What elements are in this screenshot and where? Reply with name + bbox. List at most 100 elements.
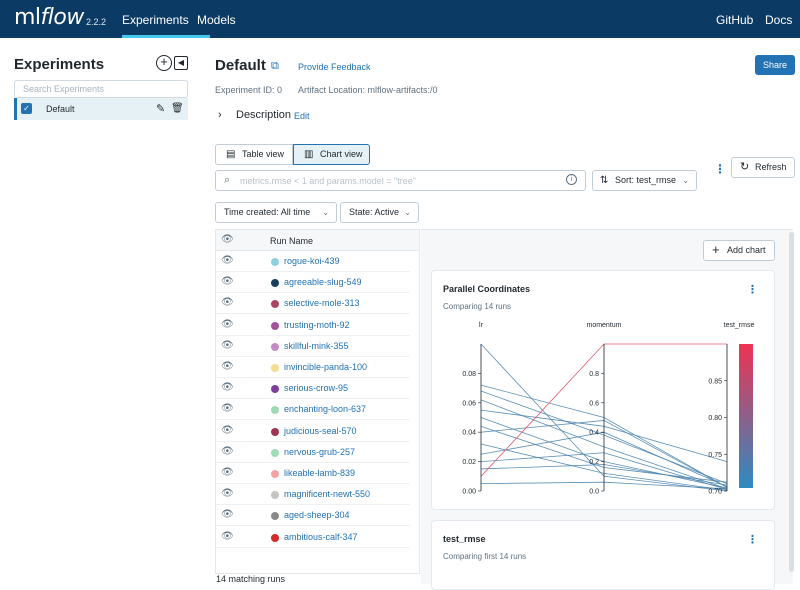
table-view-toggle[interactable]: ▤ Table view	[215, 144, 293, 165]
eye-icon[interactable]: 👁	[221, 297, 234, 309]
description-edit-link[interactable]: Edit	[294, 111, 310, 121]
charts-scrollbar[interactable]	[789, 232, 794, 572]
run-color-dot[interactable]	[271, 533, 279, 542]
run-search-input[interactable]: ⌕ metrics.rmse < 1 and params.model = "t…	[215, 170, 586, 191]
run-name-link[interactable]: ambitious-calf-347	[284, 531, 358, 542]
experiment-id: Experiment ID: 0	[215, 85, 283, 95]
eye-icon[interactable]: 👁	[221, 382, 234, 394]
run-color-dot[interactable]	[271, 512, 279, 521]
eye-icon[interactable]: 👁	[221, 445, 234, 457]
run-color-dot[interactable]	[271, 300, 279, 309]
run-color-dot[interactable]	[271, 385, 279, 394]
run-color-dot[interactable]	[271, 258, 279, 266]
nav-docs[interactable]: Docs	[765, 13, 793, 27]
eye-icon[interactable]: 👁	[221, 318, 234, 330]
mlflow-logo[interactable]: mlflow	[14, 5, 84, 30]
table-icon: ▤	[226, 149, 236, 160]
time-created-filter[interactable]: Time created: All time ⌄	[215, 202, 337, 223]
add-chart-button[interactable]: + Add chart	[703, 240, 775, 261]
run-color-dot[interactable]	[271, 364, 279, 372]
run-name-link[interactable]: invincible-panda-100	[284, 362, 368, 372]
pencil-icon[interactable]: ✎	[156, 103, 166, 115]
eye-icon[interactable]: 👁	[221, 530, 234, 542]
checkbox-icon[interactable]: ✓	[21, 103, 32, 114]
eye-icon[interactable]: 👁	[221, 403, 234, 415]
run-name-link[interactable]: skillful-mink-355	[284, 340, 349, 351]
axis-label: test_rmse	[724, 322, 755, 329]
run-color-dot[interactable]	[271, 406, 279, 415]
eye-icon[interactable]: 👁	[221, 424, 234, 436]
table-row[interactable]: 👁 trusting-moth-92	[216, 315, 410, 336]
table-row[interactable]: 👁 ambitious-calf-347	[216, 527, 410, 548]
run-name-link[interactable]: enchanting-loon-637	[284, 404, 367, 415]
more-options-icon[interactable]: ⋮	[714, 162, 726, 176]
eye-icon[interactable]: 👁	[221, 339, 234, 351]
run-color-dot[interactable]	[271, 470, 279, 478]
run-name-link[interactable]: serious-crow-95	[284, 383, 349, 394]
run-name-link[interactable]: magnificent-newt-550	[284, 489, 371, 500]
tick-label: 0.02	[462, 459, 476, 466]
sort-dropdown[interactable]: ⇅ Sort: test_rmse ⌄	[592, 170, 697, 191]
table-row[interactable]: 👁 serious-crow-95	[216, 378, 410, 400]
run-color-dot[interactable]	[271, 279, 279, 288]
run-color-dot[interactable]	[271, 321, 279, 330]
tick-label: 0.85	[708, 378, 722, 385]
tick-label: 0.6	[589, 400, 599, 407]
chart-menu-icon[interactable]: ⋮	[747, 534, 758, 546]
table-row[interactable]: 👁 rogue-koi-439	[216, 251, 410, 272]
eye-icon[interactable]: 👁	[221, 488, 234, 500]
run-name-link[interactable]: rogue-koi-439	[284, 256, 340, 266]
run-name-link[interactable]: trusting-moth-92	[284, 319, 350, 330]
description-toggle[interactable]: Description	[236, 109, 292, 121]
table-row[interactable]: 👁 selective-mole-313	[216, 293, 410, 315]
table-row[interactable]: 👁 skillful-mink-355	[216, 336, 410, 357]
nav-experiments[interactable]: Experiments	[122, 13, 189, 27]
eye-icon[interactable]: 👁	[221, 234, 234, 245]
eye-icon[interactable]: 👁	[221, 467, 234, 478]
eye-icon[interactable]: 👁	[221, 255, 234, 266]
run-name-link[interactable]: agreeable-slug-549	[284, 277, 362, 288]
table-row[interactable]: 👁 judicious-seal-570	[216, 421, 410, 442]
run-color-dot[interactable]	[271, 491, 279, 500]
plus-circle-icon[interactable]: +	[156, 55, 172, 71]
eye-icon[interactable]: 👁	[221, 276, 234, 288]
run-name-link[interactable]: judicious-seal-570	[284, 425, 357, 436]
run-color-dot[interactable]	[271, 448, 279, 457]
chart-title: test_rmse	[443, 534, 486, 544]
run-name-link[interactable]: nervous-grub-257	[284, 446, 356, 457]
sidebar-item-default[interactable]: ✓ Default ✎ 🗑	[14, 98, 188, 120]
top-navigation-bar: mlflow 2.2.2 Experiments Models GitHub D…	[0, 0, 800, 38]
table-row[interactable]: 👁 magnificent-newt-550	[216, 484, 410, 506]
chevron-down-icon: ⌄	[404, 208, 411, 217]
refresh-button[interactable]: ↻ Refresh	[731, 157, 795, 178]
share-button[interactable]: Share	[755, 55, 795, 75]
copy-icon[interactable]: ⧉	[271, 60, 279, 72]
chart-menu-icon[interactable]: ⋮	[747, 284, 758, 296]
table-row[interactable]: 👁 nervous-grub-257	[216, 442, 410, 463]
run-name-link[interactable]: likeable-lamb-839	[284, 468, 356, 478]
chevron-right-icon[interactable]: ›	[218, 109, 222, 121]
run-color-dot[interactable]	[271, 427, 279, 436]
collapse-left-icon[interactable]: ◀	[174, 56, 188, 70]
run-name-link[interactable]: selective-mole-313	[284, 298, 360, 309]
sidebar-item-label: Default	[46, 104, 75, 114]
column-header-run-name[interactable]: Run Name	[270, 236, 314, 246]
table-row[interactable]: 👁 enchanting-loon-637	[216, 399, 410, 421]
trash-icon[interactable]: 🗑	[171, 103, 184, 114]
nav-models[interactable]: Models	[197, 13, 236, 27]
chart-view-toggle[interactable]: ▥ Chart view	[293, 144, 370, 165]
run-name-link[interactable]: aged-sheep-304	[284, 510, 350, 521]
eye-icon[interactable]: 👁	[221, 361, 234, 372]
state-filter[interactable]: State: Active ⌄	[340, 202, 419, 223]
table-row[interactable]: 👁 invincible-panda-100	[216, 357, 410, 378]
info-icon[interactable]: i	[566, 174, 577, 185]
nav-github[interactable]: GitHub	[716, 13, 754, 27]
experiment-search-input[interactable]: Search Experiments	[14, 80, 188, 98]
run-color-dot[interactable]	[271, 342, 279, 351]
table-row[interactable]: 👁 agreeable-slug-549	[216, 272, 410, 294]
table-row[interactable]: 👁 aged-sheep-304	[216, 505, 410, 527]
sort-icon: ⇅	[600, 175, 609, 186]
eye-icon[interactable]: 👁	[221, 509, 234, 521]
table-row[interactable]: 👁 likeable-lamb-839	[216, 463, 410, 484]
provide-feedback-link[interactable]: Provide Feedback	[298, 62, 371, 72]
